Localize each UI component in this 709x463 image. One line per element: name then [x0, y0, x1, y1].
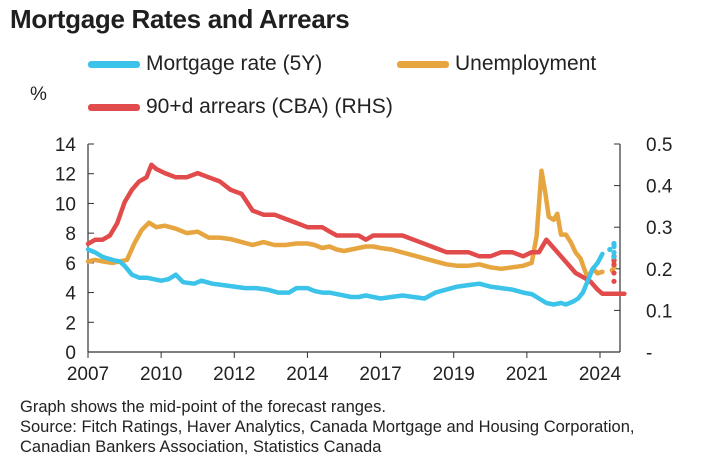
y-left-tick-label: 8 — [65, 224, 76, 245]
y-left-tick-label: 6 — [65, 254, 76, 275]
y-left-tick-label: 12 — [55, 165, 76, 186]
y-right-tick-label: 0.1 — [646, 301, 672, 322]
x-tick-label: 2007 — [67, 364, 109, 385]
forecast-point-mortgage-rate — [607, 246, 613, 253]
legend-label-arrears: 90+d arrears (CBA) (RHS) — [146, 95, 393, 118]
note-source-2: Canadian Bankers Association, Statistics… — [20, 438, 382, 456]
forecast-point-arrears — [611, 270, 617, 276]
legend-unemployment: Unemployment — [397, 52, 596, 76]
line-chart: 0 2 4 6 8 10 12 14 - 0.1 0.2 0.3 0.4 0.5 2007 2010 2012 2… — [55, 135, 673, 385]
legend-swatch-mortgage-rate — [88, 60, 140, 68]
forecast-point-mortgage-rate — [611, 254, 617, 260]
y-left-tick-label: 0 — [65, 343, 76, 364]
y-left-tick-label: 4 — [65, 284, 76, 305]
left-axis-unit: % — [30, 84, 47, 105]
legend-label-mortgage-rate: Mortgage rate (5Y) — [146, 52, 323, 75]
y-left-tick-label: 10 — [55, 194, 76, 215]
series-line-mortgage-rate — [85, 247, 605, 307]
legend-mortgage-rate: Mortgage rate (5Y) — [88, 52, 322, 76]
forecast-point-arrears — [611, 262, 617, 268]
note-source-1: Source: Fitch Ratings, Haver Analytics, … — [20, 418, 635, 436]
series-line-unemployment — [85, 168, 605, 280]
y-right-tick-label: 0.4 — [646, 177, 673, 198]
note-forecast: Graph shows the mid-point of the forecas… — [20, 398, 386, 416]
y-right-tick-label: 0.3 — [646, 218, 672, 239]
y-right-tick-label: 0.5 — [646, 135, 672, 156]
series-line-arrears — [85, 162, 627, 297]
forecast-point-mortgage-rate — [611, 249, 617, 256]
chart-title: Mortgage Rates and Arrears — [10, 4, 350, 34]
y-left-tick-label: 14 — [55, 135, 77, 156]
forecast-point-arrears — [611, 278, 617, 284]
chart-notes: Graph shows the mid-point of the forecas… — [20, 397, 635, 457]
y-left-tick-label: 2 — [65, 313, 76, 334]
y-right-tick-label: - — [646, 343, 652, 364]
legend-swatch-arrears — [88, 103, 140, 111]
y-right-tick-label: 0.2 — [646, 260, 672, 281]
x-tick-label: 2024 — [579, 364, 622, 385]
legend-arrears: 90+d arrears (CBA) (RHS) — [88, 95, 393, 119]
x-tick-label: 2021 — [506, 364, 548, 385]
legend-label-unemployment: Unemployment — [455, 52, 597, 75]
x-tick-label: 2019 — [433, 364, 475, 385]
forecast-point-arrears — [611, 257, 617, 264]
x-tick-label: 2010 — [140, 364, 182, 385]
x-tick-label: 2014 — [286, 364, 329, 385]
forecast-point-mortgage-rate — [611, 243, 617, 250]
legend-swatch-unemployment — [397, 60, 449, 68]
x-tick-label: 2017 — [359, 364, 401, 385]
x-tick-label: 2012 — [213, 364, 255, 385]
